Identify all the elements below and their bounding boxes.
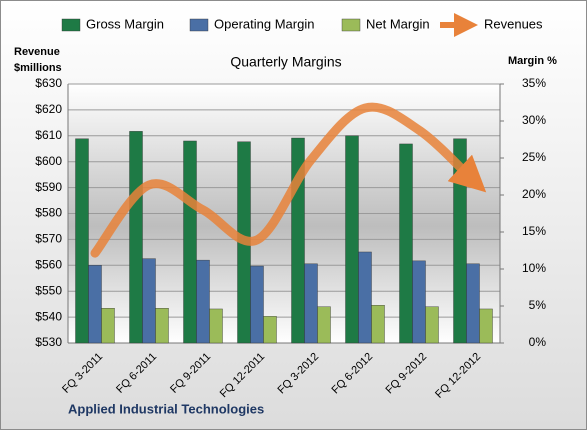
legend-label: Revenues [484,16,543,31]
bar [196,259,210,344]
bar [466,263,480,344]
bar [304,263,318,344]
revenue-line [90,102,487,258]
footer: Applied Industrial Technologies [68,401,264,416]
y-tick-label: $630 [35,76,62,90]
bar [345,135,359,344]
y-tick-label: $570 [35,232,62,246]
legend-label: Gross Margin [86,16,164,31]
y-tick-label: $620 [35,102,62,116]
bar [142,258,156,344]
y2-tick-label: 35% [522,76,546,90]
bar [371,305,385,344]
bar [425,306,439,344]
bar [358,251,372,344]
bar [399,143,413,344]
y2-tick-label: 20% [522,187,546,201]
y-tick-label: $530 [35,335,62,349]
y2-tick-label: 25% [522,150,546,164]
legend-marker [61,18,81,32]
y2-tick-label: 30% [522,113,546,127]
legend-label: Operating Margin [214,16,314,31]
bar [317,306,331,344]
chart-title: Quarterly Margins [230,54,341,70]
bar [263,316,277,344]
y2-tick-label: 0% [529,335,547,349]
bar [183,140,197,344]
y-tick-label: $550 [35,283,62,297]
bar [412,260,426,344]
y-tick-label: $610 [35,128,62,142]
bar [129,131,143,344]
y2-axis-title: Margin % [508,55,557,67]
y-tick-label: $600 [35,154,62,168]
y-axis-title: $millions [14,62,62,74]
y-axis-title: Revenue [14,46,60,58]
bar [209,308,223,344]
y-tick-label: $540 [35,309,62,323]
bar [75,138,89,344]
bar [88,265,102,344]
y2-tick-label: 5% [529,298,547,312]
y2-tick-label: 15% [522,224,546,238]
bar [155,308,169,344]
legend-label: Net Margin [366,16,430,31]
bar [250,265,264,344]
bar [101,308,115,344]
y-tick-label: $560 [35,257,62,271]
y2-tick-label: 10% [522,261,546,275]
y-tick-label: $590 [35,180,62,194]
legend-marker [341,18,361,32]
legend-marker [189,18,209,32]
bar [479,308,493,344]
y-tick-label: $580 [35,206,62,220]
